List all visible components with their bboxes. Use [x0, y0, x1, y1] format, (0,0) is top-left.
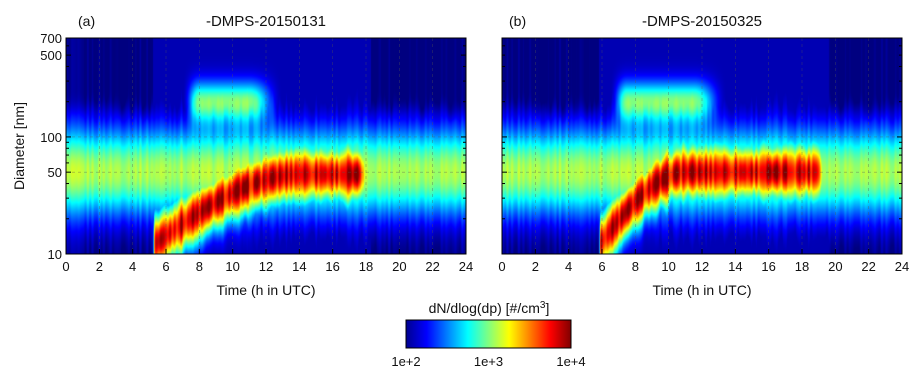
- x-tick-label: 6: [598, 259, 605, 274]
- y-tick-label: 500: [40, 48, 62, 63]
- chart-title-b: -DMPS-20150325: [642, 13, 762, 30]
- gridlines-b: [502, 38, 902, 254]
- x-tick-label: 10: [225, 259, 239, 274]
- panel-label-b: (b): [509, 13, 526, 29]
- x-tick-label: 22: [861, 259, 875, 274]
- y-axis-a: 10 50 100 500 700: [40, 31, 62, 262]
- x-tick-label: 10: [661, 259, 675, 274]
- y-tick-label: 100: [40, 130, 62, 145]
- x-tick-label: 20: [392, 259, 406, 274]
- x-tick-label: 24: [895, 259, 909, 274]
- colorbar-tick-label: 1e+3: [474, 354, 503, 369]
- x-tick-label: 4: [565, 259, 572, 274]
- panel-a: (a) -DMPS-20150131 0 2 4 6 8 10 12 14 16 18 20 22 24…: [11, 13, 473, 298]
- x-tick-label: 8: [196, 259, 203, 274]
- colorbar: dN/dlog(dp) [#/cm3] 1e+2 1e+3 1e+4: [391, 300, 585, 370]
- x-tick-label: 22: [425, 259, 439, 274]
- colorbar-title: dN/dlog(dp) [#/cm3]: [429, 300, 550, 317]
- x-axis-b: 0 2 4 6 8 10 12 14 16 18 20 22 24: [498, 249, 909, 274]
- y-axis-label: Diameter [nm]: [11, 102, 27, 190]
- colorbar-gradient: [405, 319, 572, 349]
- x-tick-label: 8: [632, 259, 639, 274]
- colorbar-tick-label: 1e+4: [556, 354, 585, 369]
- colorbar-ticks: 1e+2 1e+3 1e+4: [391, 354, 585, 369]
- colorbar-tick-label: 1e+2: [391, 354, 420, 369]
- x-tick-label: 16: [761, 259, 775, 274]
- y-tick-label: 50: [48, 165, 62, 180]
- x-tick-label: 0: [62, 259, 69, 274]
- x-tick-label: 20: [828, 259, 842, 274]
- x-tick-label: 2: [96, 259, 103, 274]
- x-axis-label-a: Time (h in UTC): [216, 282, 315, 298]
- panel-b: (b) -DMPS-20150325 0 2 4 6 8 10 12 14 16 18 20 22 24…: [498, 13, 909, 298]
- panel-label-a: (a): [78, 13, 95, 29]
- x-tick-label: 0: [498, 259, 505, 274]
- x-tick-label: 18: [359, 259, 373, 274]
- x-tick-label: 2: [532, 259, 539, 274]
- x-tick-label: 16: [325, 259, 339, 274]
- chart-title-a: -DMPS-20150131: [206, 13, 326, 30]
- x-tick-label: 14: [292, 259, 306, 274]
- x-axis-a: 0 2 4 6 8 10 12 14 16 18 20 22 24: [62, 249, 473, 274]
- x-tick-label: 14: [728, 259, 742, 274]
- y-tick-label: 700: [40, 31, 62, 46]
- x-tick-label: 18: [795, 259, 809, 274]
- x-tick-label: 12: [259, 259, 273, 274]
- x-tick-label: 24: [459, 259, 473, 274]
- x-tick-label: 12: [695, 259, 709, 274]
- x-tick-label: 6: [162, 259, 169, 274]
- x-axis-label-b: Time (h in UTC): [652, 282, 751, 298]
- y-tick-label: 10: [48, 247, 62, 262]
- x-tick-label: 4: [129, 259, 136, 274]
